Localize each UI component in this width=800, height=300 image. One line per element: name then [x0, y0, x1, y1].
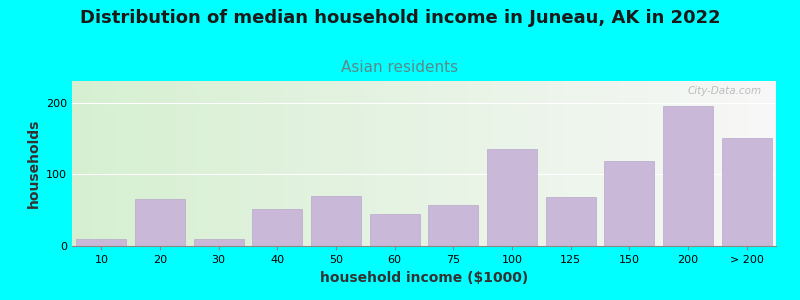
Bar [311, 196, 361, 246]
X-axis label: household income ($1000): household income ($1000) [320, 271, 528, 285]
Bar [194, 239, 243, 246]
Text: Asian residents: Asian residents [342, 60, 458, 75]
Bar [605, 161, 654, 246]
Bar [546, 197, 595, 246]
Bar [663, 106, 713, 246]
Bar [135, 200, 185, 246]
Bar [77, 239, 126, 246]
Bar [722, 138, 771, 246]
Bar [429, 205, 478, 246]
Text: City-Data.com: City-Data.com [688, 86, 762, 96]
Y-axis label: households: households [26, 119, 41, 208]
Text: Distribution of median household income in Juneau, AK in 2022: Distribution of median household income … [80, 9, 720, 27]
Bar [370, 214, 419, 246]
Bar [487, 149, 537, 246]
Bar [253, 209, 302, 246]
